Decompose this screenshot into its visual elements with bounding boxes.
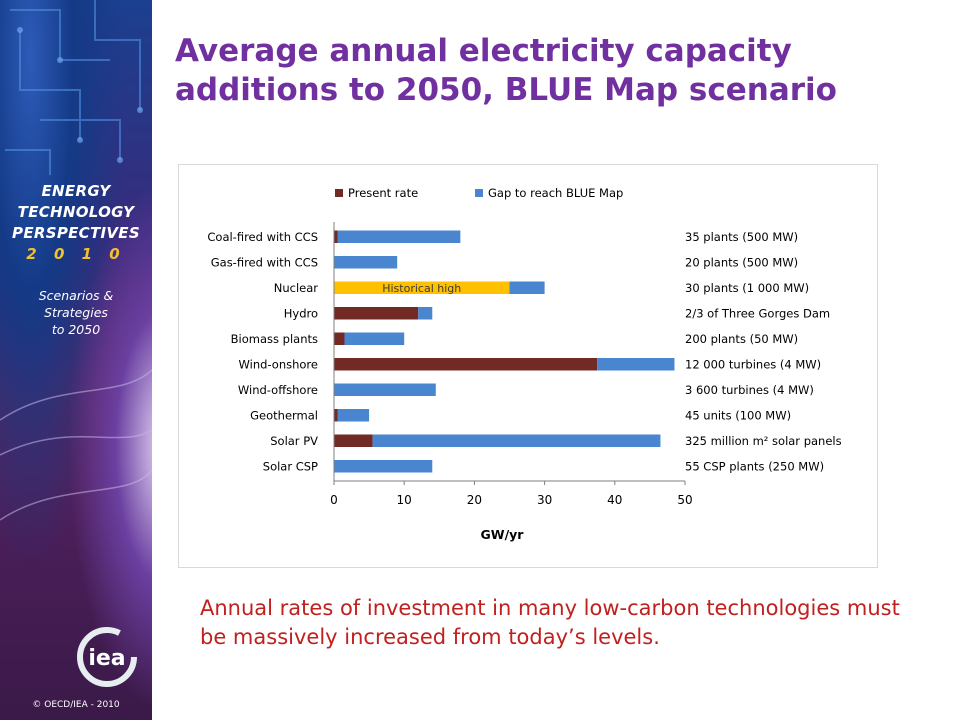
page-title: Average annual electricity capacity addi…	[175, 33, 837, 108]
sub-line-scenarios: Scenarios &	[38, 288, 114, 303]
annotation-label: 2/3 of Three Gorges Dam	[685, 306, 830, 320]
annotation-label: 20 plants (500 MW)	[685, 255, 798, 269]
x-tick-label: 10	[397, 493, 412, 507]
category-label: Nuclear	[274, 281, 319, 295]
bar-segment	[372, 434, 661, 447]
sub-line-strategies: Strategies	[44, 305, 108, 320]
category-label: Geothermal	[250, 408, 318, 422]
x-tick-label: 30	[537, 493, 552, 507]
bar-segment	[334, 460, 433, 473]
category-label: Wind-offshore	[238, 383, 318, 397]
circuit-decoration	[0, 0, 152, 521]
bar-segment	[597, 358, 675, 371]
x-axis-title: GW/yr	[481, 527, 525, 542]
annotation-label: 30 plants (1 000 MW)	[685, 281, 809, 295]
x-tick-label: 50	[677, 493, 692, 507]
x-tick-label: 0	[330, 493, 338, 507]
bar-segment	[334, 409, 338, 422]
annotation-label: 35 plants (500 MW)	[685, 230, 798, 244]
bar-segment	[337, 230, 461, 243]
legend-label-present: Present rate	[348, 186, 418, 200]
brand-year: 2 0 1 0	[26, 245, 126, 263]
bar-segment	[334, 332, 345, 345]
x-tick-label: 20	[467, 493, 482, 507]
bar-segment	[334, 434, 373, 447]
category-label: Solar PV	[270, 434, 318, 448]
category-label: Gas-fired with CCS	[211, 255, 318, 269]
bar-segment	[334, 383, 436, 396]
bar-segment	[334, 230, 338, 243]
historical-high-label: Historical high	[382, 282, 461, 295]
bar-segment	[334, 256, 398, 269]
bar-segment	[337, 409, 370, 422]
annotation-label: 12 000 turbines (4 MW)	[685, 357, 821, 371]
annotation-label: 200 plants (50 MW)	[685, 332, 798, 346]
x-tick-label: 40	[607, 493, 622, 507]
caption: Annual rates of investment in many low-c…	[200, 596, 900, 649]
copyright: © OECD/IEA - 2010	[32, 700, 120, 710]
annotation-label: 3 600 turbines (4 MW)	[685, 383, 814, 397]
annotation-label: 325 million m² solar panels	[685, 434, 842, 448]
sidebar-banner: ENERGY TECHNOLOGY PERSPECTIVES 2 0 1 0 S…	[0, 0, 152, 720]
legend-label-gap: Gap to reach BLUE Map	[488, 186, 623, 200]
chart-frame: Present rate Gap to reach BLUE Map Coal-fi…	[178, 164, 878, 568]
category-label: Biomass plants	[231, 332, 318, 346]
legend-swatch-present	[335, 189, 343, 197]
capacity-chart: Present rate Gap to reach BLUE Map Coal-fi…	[207, 186, 842, 542]
category-label: Hydro	[284, 306, 318, 320]
bar-segment	[344, 332, 405, 345]
category-label: Solar CSP	[263, 459, 318, 473]
brand-energy: ENERGY	[41, 182, 111, 200]
brand-technology: TECHNOLOGY	[17, 203, 135, 221]
category-label: Coal-fired with CCS	[207, 230, 318, 244]
sub-line-2050: to 2050	[51, 322, 101, 337]
iea-logo: iea	[77, 627, 137, 687]
bar-segment	[334, 307, 419, 320]
category-label: Wind-onshore	[239, 357, 318, 371]
legend-swatch-gap	[475, 189, 483, 197]
brand-perspectives: PERSPECTIVES	[12, 224, 140, 242]
bar-segment	[509, 281, 545, 294]
iea-logo-text: iea	[88, 646, 125, 671]
bar-segment	[334, 358, 598, 371]
bar-segment	[334, 281, 510, 294]
annotation-label: 55 CSP plants (250 MW)	[685, 459, 824, 473]
bar-segment	[418, 307, 433, 320]
annotation-label: 45 units (100 MW)	[685, 408, 791, 422]
